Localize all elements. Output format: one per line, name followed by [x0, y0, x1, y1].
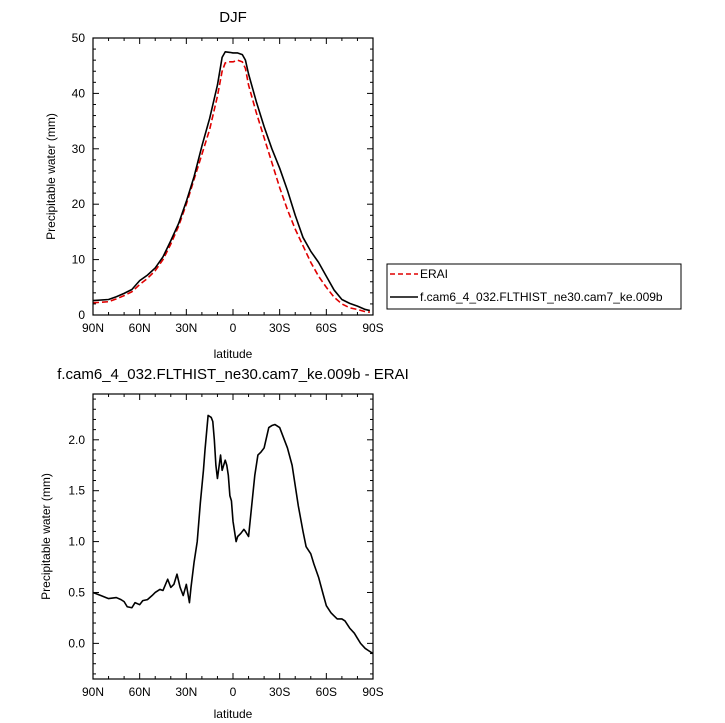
top-chart-x-tick-label: 30N [175, 321, 197, 335]
top-chart-y-tick-label: 40 [72, 86, 86, 100]
top-chart-x-tick-label: 60S [316, 321, 337, 335]
top-chart-y-tick-label: 20 [72, 197, 86, 211]
legend: ERAI f.cam6_4_032.FLTHIST_ne30.cam7_ke.0… [386, 263, 682, 310]
bottom-chart-y-tick-label: 1.0 [68, 535, 85, 549]
bottom-chart-x-tick-label: 90S [362, 685, 383, 699]
bottom-chart-x-tick-label: 30S [269, 685, 290, 699]
bottom-chart-x-tick-label: 60N [129, 685, 151, 699]
top-chart-y-tick-label: 50 [72, 31, 86, 45]
top-chart-y-tick-label: 0 [78, 308, 85, 322]
bottom-chart-x-tick-label: 0 [230, 685, 237, 699]
top-chart-x-tick-label: 90S [362, 321, 383, 335]
bottom-chart-y-axis-title: Precipitable water (mm) [39, 473, 53, 600]
legend-erai-label: ERAI [420, 267, 448, 281]
top-chart-series-group [92, 51, 371, 314]
top-chart-x-tick-label: 90N [82, 321, 104, 335]
top-chart-y-tick-label: 10 [72, 253, 86, 267]
top-chart-frame [92, 37, 374, 316]
top-chart-x-tick-label: 0 [230, 321, 237, 335]
bottom-chart-x-tick-label: 90N [82, 685, 104, 699]
bottom-chart: f.cam6_4_032.FLTHIST_ne30.cam7_ke.009b -… [39, 366, 409, 721]
bottom-chart-x-tick-label: 30N [175, 685, 197, 699]
top-chart-ticks: 90N 60N 30N 0 30S 60S 90S 0 10 20 30 40 50 [72, 31, 384, 335]
top-chart-series-line-model [92, 51, 371, 312]
bottom-chart-y-tick-label: 1.5 [68, 484, 85, 498]
top-chart-x-tick-label: 30S [269, 321, 290, 335]
bottom-chart-x-axis-title: latitude [214, 707, 253, 721]
top-chart-x-axis-title: latitude [214, 347, 253, 361]
bottom-chart-frame [92, 393, 374, 680]
bottom-chart-y-tick-label: 0.0 [68, 636, 85, 650]
legend-model-label: f.cam6_4_032.FLTHIST_ne30.cam7_ke.009b [420, 290, 663, 304]
bottom-chart-series-line-model [92, 414, 374, 655]
bottom-chart-y-tick-label: 0.5 [68, 585, 85, 599]
bottom-chart-y-tick-label: 2.0 [68, 433, 85, 447]
top-chart: DJF 90N 60N 30N 0 30S 60S 90S 0 10 20 30 40 50 latit… [44, 9, 384, 361]
top-chart-y-axis-title: Precipitable water (mm) [44, 113, 58, 240]
top-chart-x-tick-label: 60N [129, 321, 151, 335]
top-chart-title: DJF [219, 9, 247, 26]
top-chart-y-tick-label: 30 [72, 142, 86, 156]
bottom-chart-title: f.cam6_4_032.FLTHIST_ne30.cam7_ke.009b -… [57, 366, 409, 383]
legend-box [386, 263, 682, 310]
bottom-chart-ticks: 90N 60N 30N 0 30S 60S 90S 0.0 0.5 1.0 1.5 2.0 [68, 394, 384, 699]
bottom-chart-x-tick-label: 60S [316, 685, 337, 699]
bottom-chart-series-group [92, 414, 374, 655]
top-chart-series-line-erai [92, 59, 370, 314]
